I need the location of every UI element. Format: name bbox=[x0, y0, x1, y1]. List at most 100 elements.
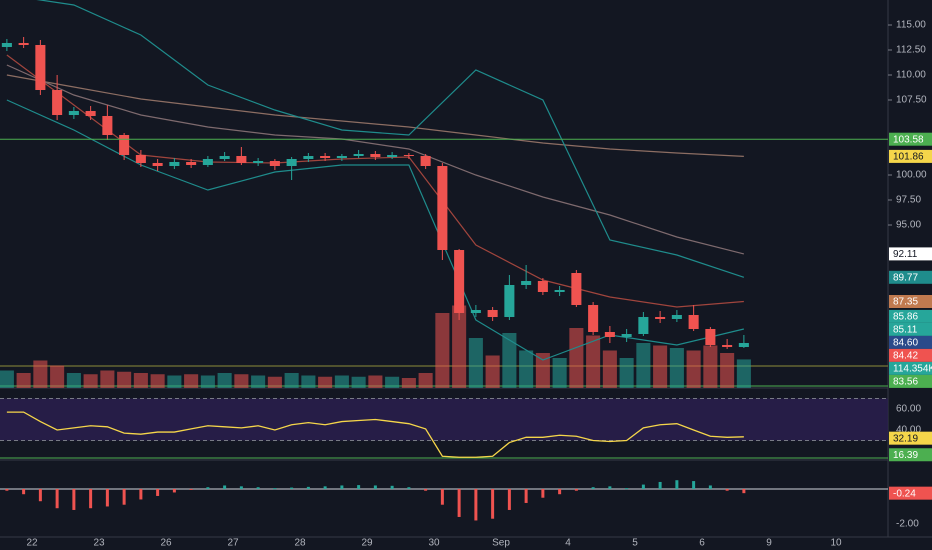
volume-bar bbox=[117, 371, 132, 388]
volume-bar bbox=[200, 375, 215, 388]
candle-body bbox=[722, 345, 733, 347]
y-tick-label: 95.00 bbox=[896, 220, 921, 231]
volume-bar bbox=[351, 376, 366, 388]
volume-bar bbox=[736, 359, 751, 388]
macd-bar bbox=[22, 488, 26, 495]
macd-bar bbox=[256, 487, 260, 489]
volume-bar bbox=[368, 375, 383, 388]
macd-bar bbox=[290, 487, 294, 489]
volume-bar bbox=[435, 313, 450, 388]
price-tag-label: 89.77 bbox=[893, 272, 918, 283]
macd-bar bbox=[641, 484, 645, 489]
volume-bar bbox=[184, 374, 199, 388]
candle-body bbox=[152, 163, 163, 166]
price-tag bbox=[889, 374, 932, 388]
macd-bar bbox=[172, 488, 176, 493]
indicator-line bbox=[36, 0, 745, 278]
volume-bar bbox=[133, 373, 148, 388]
macd-bar bbox=[373, 485, 377, 489]
candle-body bbox=[688, 315, 699, 329]
x-tick-label: 26 bbox=[160, 538, 172, 549]
candle-body bbox=[370, 154, 381, 157]
price-tag-label: 92.11 bbox=[893, 249, 918, 260]
candle-body bbox=[353, 154, 364, 156]
volume-bar bbox=[83, 374, 98, 388]
candle-body bbox=[85, 111, 96, 116]
volume-bar bbox=[334, 375, 349, 388]
price-tag bbox=[889, 448, 932, 462]
macd-bar bbox=[239, 486, 243, 489]
macd-bar bbox=[625, 488, 629, 490]
volume-bar bbox=[318, 376, 333, 388]
volume-bar bbox=[502, 333, 517, 388]
price-tag bbox=[889, 132, 932, 146]
candle-body bbox=[169, 162, 180, 166]
volume-bar bbox=[167, 375, 182, 388]
macd-bar bbox=[357, 485, 361, 489]
macd-bar bbox=[692, 481, 696, 489]
y-tick-label: 100.00 bbox=[896, 170, 927, 181]
price-tag bbox=[889, 247, 932, 261]
price-tag-label: 84.42 bbox=[893, 351, 918, 362]
volume-bar bbox=[251, 375, 266, 388]
candle-body bbox=[387, 155, 398, 157]
macd-bar bbox=[89, 488, 93, 509]
x-tick-label: 29 bbox=[361, 538, 373, 549]
rsi-line bbox=[6, 411, 744, 458]
price-tag-label: 85.11 bbox=[893, 325, 918, 336]
volume-bar bbox=[569, 328, 584, 388]
candle-body bbox=[52, 90, 63, 115]
volume-bar bbox=[586, 335, 601, 388]
price-tag-label: 32.19 bbox=[893, 433, 918, 444]
indicator-line bbox=[6, 64, 745, 255]
macd-bar bbox=[223, 485, 227, 489]
y-tick-label: 110.00 bbox=[896, 70, 926, 81]
candle-body bbox=[504, 285, 515, 317]
candle-body bbox=[537, 281, 548, 292]
price-tag-label: 103.58 bbox=[893, 134, 924, 145]
volume-bar bbox=[234, 374, 249, 388]
candle-body bbox=[102, 116, 113, 135]
macd-bar bbox=[507, 488, 511, 510]
macd-bar bbox=[675, 480, 679, 489]
price-tag-label: 114.354K bbox=[893, 364, 932, 375]
macd-bar bbox=[558, 488, 562, 495]
candle-body bbox=[403, 155, 414, 156]
macd-bar bbox=[491, 488, 495, 519]
candle-body bbox=[18, 43, 29, 45]
macd-bar bbox=[474, 488, 478, 521]
candle-body bbox=[320, 156, 331, 158]
volume-bar bbox=[418, 373, 433, 388]
candle-body bbox=[68, 111, 79, 115]
volume-bar bbox=[720, 353, 735, 388]
volume-bar bbox=[669, 348, 684, 388]
macd-bar bbox=[407, 487, 411, 489]
price-tag-label: 101.86 bbox=[893, 152, 924, 163]
price-tag-label: 87.35 bbox=[893, 297, 918, 308]
x-tick-label: 10 bbox=[830, 538, 842, 549]
candle-body bbox=[588, 305, 599, 332]
candle-body bbox=[705, 329, 716, 345]
macd-bar bbox=[323, 486, 327, 489]
volume-bar bbox=[301, 375, 316, 388]
price-tag bbox=[889, 335, 932, 349]
macd-bar bbox=[55, 488, 59, 509]
candle-body bbox=[454, 250, 465, 313]
candle-body bbox=[253, 161, 264, 163]
volume-bar bbox=[385, 376, 400, 388]
candle-body bbox=[671, 315, 682, 319]
macd-bar bbox=[390, 485, 394, 489]
price-tag-label: 85.86 bbox=[893, 312, 918, 323]
price-tag bbox=[889, 295, 932, 308]
price-tag bbox=[889, 309, 932, 323]
x-tick-label: 6 bbox=[699, 538, 705, 549]
macd-tick-label: -2.00 bbox=[896, 519, 919, 530]
x-tick-label: Sep bbox=[492, 538, 510, 549]
macd-bar bbox=[424, 488, 428, 491]
macd-bar bbox=[206, 487, 210, 489]
macd-bar bbox=[156, 488, 160, 496]
volume-bar bbox=[217, 373, 232, 388]
candle-body bbox=[655, 317, 666, 319]
volume-bar bbox=[535, 353, 550, 388]
volume-bar bbox=[485, 355, 500, 388]
